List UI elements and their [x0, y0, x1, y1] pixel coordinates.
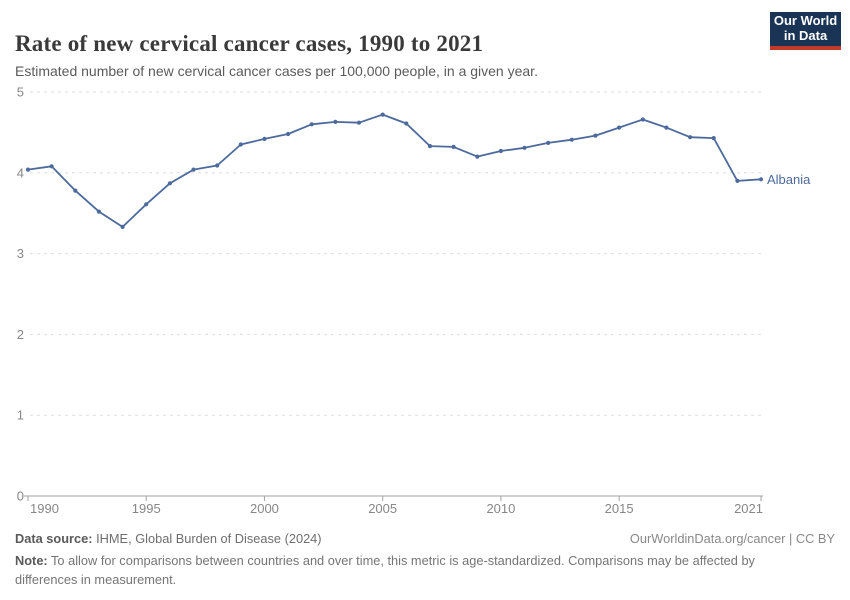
data-point[interactable]	[451, 144, 456, 149]
y-tick-label: 3	[17, 246, 24, 261]
data-point[interactable]	[262, 136, 267, 141]
data-point[interactable]	[356, 120, 362, 125]
x-tick-label: 2010	[486, 501, 515, 516]
y-tick-label: 0	[17, 489, 24, 504]
data-source-label: Data source:	[15, 531, 93, 546]
owid-logo[interactable]: Our World in Data	[770, 12, 841, 50]
data-point[interactable]	[73, 188, 78, 193]
data-point[interactable]	[735, 178, 740, 183]
data-point[interactable]	[49, 164, 54, 169]
y-tick-label: 5	[17, 85, 24, 100]
data-point[interactable]	[120, 224, 125, 229]
data-source-value: IHME, Global Burden of Disease (2024)	[92, 531, 322, 546]
x-tick-label: 2005	[368, 501, 397, 516]
data-point[interactable]	[96, 209, 101, 214]
data-point[interactable]	[309, 122, 314, 127]
series-label: Albania	[767, 172, 811, 187]
data-point[interactable]	[546, 140, 551, 145]
chart-subtitle: Estimated number of new cervical cancer …	[15, 63, 538, 79]
data-point[interactable]	[380, 112, 385, 117]
x-tick-label: 2015	[605, 501, 634, 516]
attribution-link[interactable]: OurWorldinData.org/cancer | CC BY	[629, 531, 835, 546]
owid-logo-line2: in Data	[783, 28, 828, 43]
x-tick-label: 2000	[250, 501, 279, 516]
data-source-line: Data source: IHME, Global Burden of Dise…	[15, 531, 322, 546]
series-line[interactable]	[27, 113, 762, 228]
data-point[interactable]	[167, 181, 172, 186]
data-point[interactable]	[688, 135, 693, 140]
x-tick-label: 1995	[132, 501, 161, 516]
data-point[interactable]	[569, 137, 574, 142]
data-point[interactable]	[25, 167, 31, 172]
owid-logo-line1: Our World	[773, 13, 838, 29]
data-point[interactable]	[286, 131, 291, 137]
data-point[interactable]	[640, 117, 645, 122]
data-point[interactable]	[617, 125, 622, 130]
data-point[interactable]	[427, 144, 433, 149]
data-point[interactable]	[593, 133, 598, 138]
x-tick-label: 1990	[30, 501, 59, 516]
data-point[interactable]	[758, 177, 764, 182]
note-label: Note:	[15, 553, 48, 568]
page-title: Rate of new cervical cancer cases, 1990 …	[15, 31, 484, 57]
x-tick-label: 2021	[734, 501, 763, 516]
chart-footer: Data source: IHME, Global Burden of Dise…	[15, 531, 835, 589]
data-point[interactable]	[215, 163, 220, 168]
note-value: To allow for comparisons between countri…	[15, 553, 755, 587]
data-point[interactable]	[498, 148, 503, 154]
data-point[interactable]	[191, 167, 196, 172]
data-point[interactable]	[333, 119, 338, 124]
data-point[interactable]	[475, 154, 480, 159]
note-line: Note: To allow for comparisons between c…	[15, 552, 770, 589]
y-tick-label: 1	[17, 408, 24, 423]
y-tick-label: 4	[17, 165, 24, 180]
data-point[interactable]	[711, 136, 716, 141]
data-point[interactable]	[522, 145, 527, 150]
data-point[interactable]	[144, 202, 149, 207]
y-tick-label: 2	[17, 327, 24, 342]
data-point[interactable]	[404, 121, 409, 126]
data-point[interactable]	[238, 142, 243, 147]
data-point[interactable]	[664, 125, 669, 130]
